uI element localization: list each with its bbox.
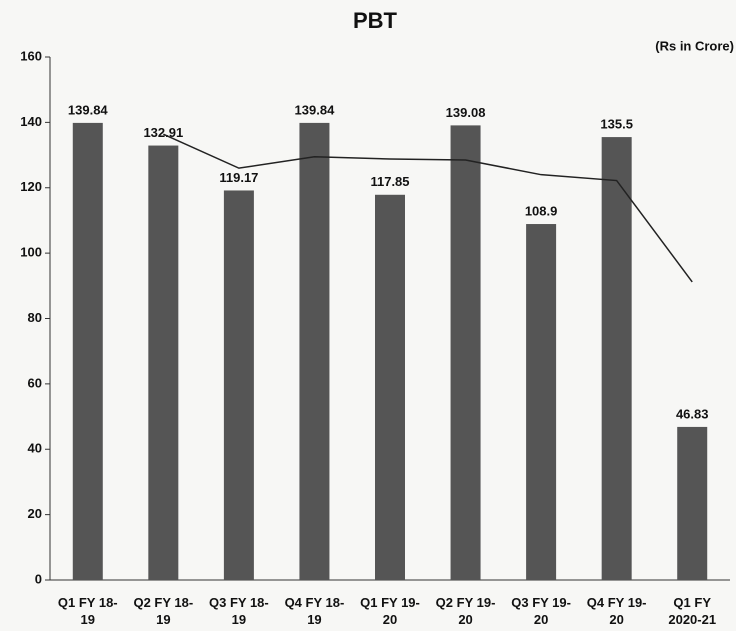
- y-tick-label: 140: [20, 114, 42, 129]
- y-tick-label: 100: [20, 245, 42, 260]
- bar: [223, 190, 254, 580]
- y-tick-label: 160: [20, 48, 42, 63]
- y-tick-label: 20: [28, 506, 42, 521]
- data-label: 139.84: [68, 102, 109, 117]
- data-label: 139.08: [446, 105, 486, 120]
- data-label: 119.17: [219, 170, 258, 185]
- bar: [601, 137, 632, 580]
- x-tick-label: Q4 FY 19- 20: [586, 595, 647, 627]
- data-label: 108.9: [525, 203, 558, 218]
- data-label: 46.83: [676, 406, 709, 421]
- data-label: 139.84: [295, 102, 336, 117]
- bar: [72, 122, 103, 580]
- x-tick-label: Q3 FY 18- 19: [209, 595, 269, 627]
- chart-subtitle: (Rs in Crore): [655, 38, 734, 53]
- bar: [299, 122, 330, 580]
- trend-line: [163, 133, 693, 283]
- bar: [450, 125, 481, 580]
- bar: [677, 426, 708, 580]
- x-tick-label: Q1 FY 2020-21: [668, 595, 717, 627]
- x-tick-label: Q4 FY 18- 19: [284, 595, 345, 627]
- y-tick-label: 0: [35, 571, 42, 586]
- bar: [148, 145, 179, 581]
- x-tick-label: Q2 FY 19- 20: [435, 595, 496, 627]
- y-tick-label: 120: [20, 179, 42, 194]
- bar: [375, 194, 405, 580]
- y-tick-label: 40: [28, 441, 42, 456]
- data-label: 135.5: [600, 117, 633, 132]
- x-tick-label: Q3 FY 19- 20: [511, 595, 571, 627]
- x-tick-label: Q1 FY 18- 19: [57, 595, 118, 627]
- y-tick-label: 80: [28, 310, 42, 325]
- bar: [526, 224, 557, 580]
- x-tick-label: Q1 FY 19- 20: [360, 595, 420, 627]
- y-tick-label: 60: [28, 375, 42, 390]
- x-tick-label: Q2 FY 18- 19: [133, 595, 194, 627]
- data-label: 132.91: [143, 125, 183, 140]
- data-label: 117.85: [370, 174, 409, 189]
- chart-title: PBT: [353, 8, 398, 33]
